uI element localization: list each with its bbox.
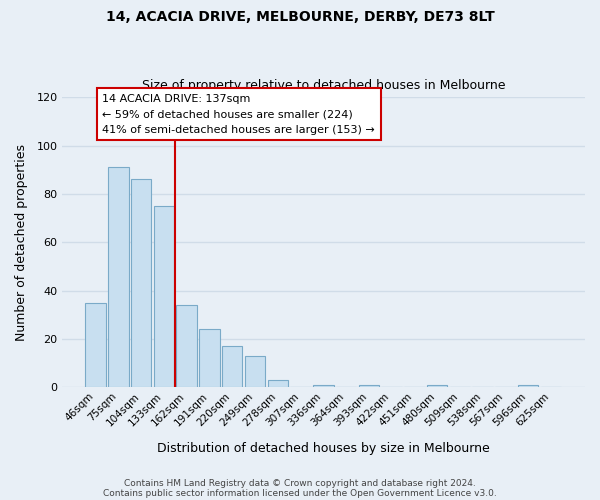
Bar [245, 356, 265, 387]
Text: Contains HM Land Registry data © Crown copyright and database right 2024.: Contains HM Land Registry data © Crown c… [124, 478, 476, 488]
X-axis label: Distribution of detached houses by size in Melbourne: Distribution of detached houses by size … [157, 442, 490, 455]
Bar [131, 180, 151, 387]
Bar [85, 302, 106, 387]
Bar [518, 384, 538, 387]
Bar [222, 346, 242, 387]
Bar [154, 206, 174, 387]
Y-axis label: Number of detached properties: Number of detached properties [15, 144, 28, 340]
Text: Contains public sector information licensed under the Open Government Licence v3: Contains public sector information licen… [103, 488, 497, 498]
Bar [268, 380, 288, 387]
Bar [313, 384, 334, 387]
Bar [199, 329, 220, 387]
Bar [176, 305, 197, 387]
Bar [427, 384, 448, 387]
Text: 14, ACACIA DRIVE, MELBOURNE, DERBY, DE73 8LT: 14, ACACIA DRIVE, MELBOURNE, DERBY, DE73… [106, 10, 494, 24]
Bar [108, 168, 128, 387]
Title: Size of property relative to detached houses in Melbourne: Size of property relative to detached ho… [142, 79, 505, 92]
Bar [359, 384, 379, 387]
Text: 14 ACACIA DRIVE: 137sqm
← 59% of detached houses are smaller (224)
41% of semi-d: 14 ACACIA DRIVE: 137sqm ← 59% of detache… [103, 94, 375, 135]
